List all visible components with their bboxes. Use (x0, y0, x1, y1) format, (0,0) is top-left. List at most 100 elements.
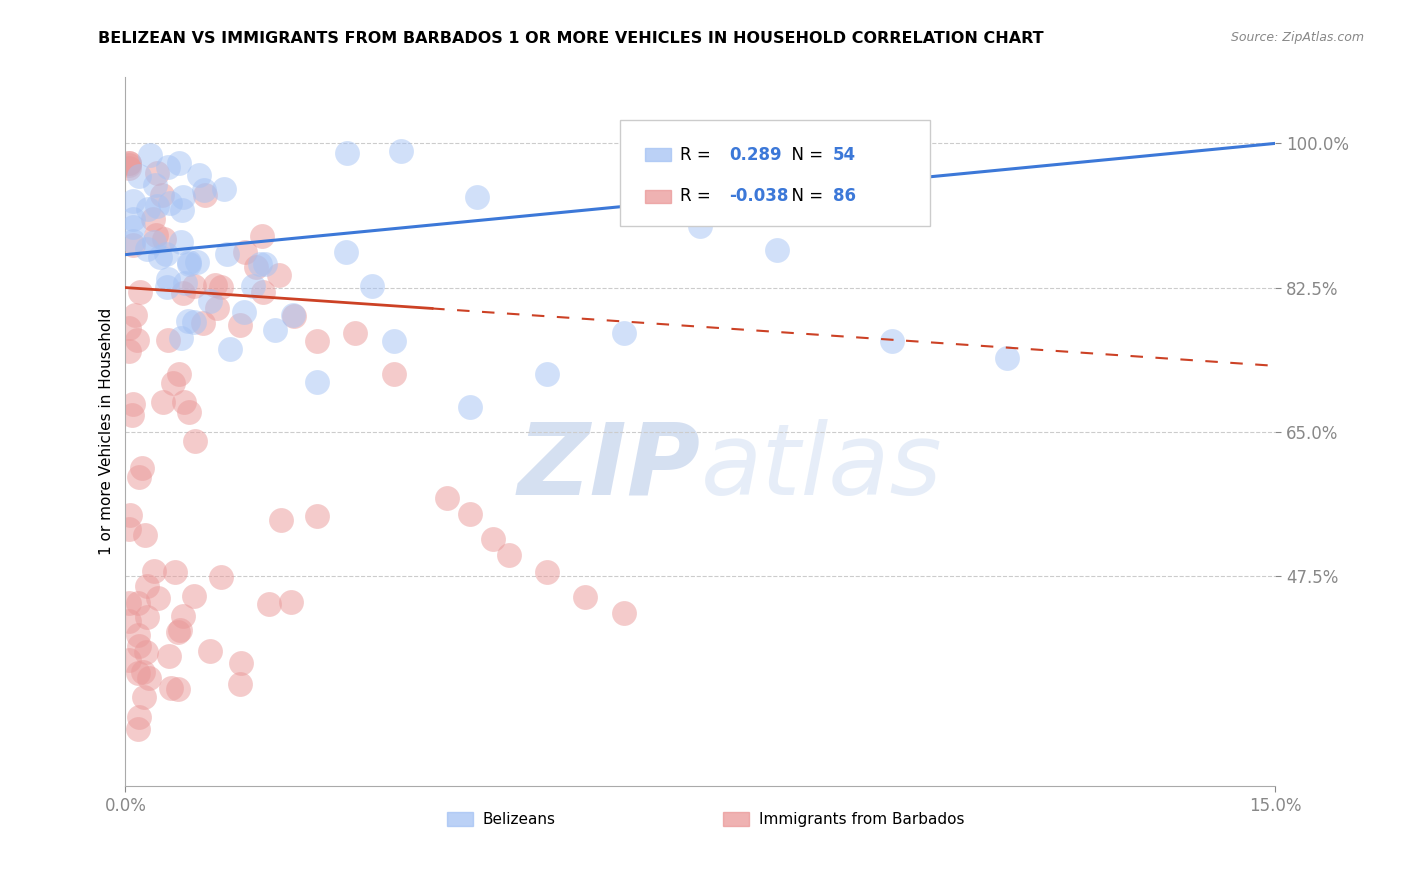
Text: N =: N = (780, 145, 828, 164)
Point (253, 257, 276, 271)
Point (145, 227, 167, 242)
Point (498, 549, 520, 563)
Text: Belizeans: Belizeans (482, 812, 555, 827)
FancyBboxPatch shape (620, 120, 931, 227)
Point (128, 169, 150, 183)
Point (233, 245, 256, 260)
Point (172, 608, 194, 623)
Point (132, 665, 155, 679)
Point (128, 709, 150, 723)
Point (122, 211, 145, 226)
Point (162, 376, 184, 391)
Point (122, 220, 145, 235)
Point (129, 285, 152, 299)
Point (134, 528, 156, 542)
Point (465, 190, 488, 204)
Point (229, 656, 252, 670)
Point (482, 532, 505, 546)
Point (219, 342, 242, 356)
Point (118, 343, 141, 358)
Point (157, 333, 180, 347)
Bar (645, 190, 671, 202)
Text: -0.038: -0.038 (730, 187, 789, 205)
Text: ZIP: ZIP (517, 418, 700, 516)
Point (149, 250, 172, 264)
Point (264, 323, 287, 337)
Point (389, 144, 412, 158)
Point (128, 639, 150, 653)
Point (138, 147, 160, 161)
Point (135, 645, 157, 659)
Point (118, 158, 141, 172)
Point (122, 237, 145, 252)
Point (127, 722, 149, 736)
Point (183, 315, 205, 329)
Point (127, 628, 149, 642)
Point (127, 596, 149, 610)
Point (122, 194, 145, 209)
Point (122, 235, 145, 249)
Point (460, 507, 482, 521)
Point (229, 677, 252, 691)
Point (995, 351, 1018, 365)
Point (136, 202, 159, 216)
Point (880, 334, 903, 348)
Point (132, 690, 155, 704)
Point (242, 278, 264, 293)
Point (360, 278, 382, 293)
Point (176, 314, 198, 328)
Point (198, 643, 221, 657)
Text: Source: ZipAtlas.com: Source: ZipAtlas.com (1230, 31, 1364, 45)
Point (207, 301, 229, 315)
Point (120, 508, 142, 522)
Text: 0.289: 0.289 (730, 145, 782, 164)
Point (118, 522, 141, 536)
Text: Immigrants from Barbados: Immigrants from Barbados (759, 812, 965, 827)
Point (155, 247, 177, 261)
Point (382, 334, 405, 348)
Point (118, 156, 141, 170)
Point (613, 326, 636, 340)
Point (160, 681, 183, 695)
Point (143, 235, 166, 249)
Point (138, 671, 160, 685)
Point (270, 513, 292, 527)
Point (167, 625, 190, 640)
Point (280, 595, 302, 609)
Bar (645, 148, 671, 161)
Point (283, 310, 305, 324)
Point (344, 326, 367, 340)
Point (193, 183, 215, 197)
Point (150, 188, 173, 202)
Point (436, 491, 458, 505)
Text: N =: N = (780, 187, 828, 205)
Point (157, 271, 180, 285)
Point (125, 333, 148, 347)
Point (766, 244, 789, 258)
Point (152, 395, 174, 409)
Point (167, 155, 190, 169)
Point (249, 257, 271, 271)
Point (174, 276, 197, 290)
Point (198, 293, 221, 308)
Y-axis label: 1 or more Vehicles in Household: 1 or more Vehicles in Household (100, 308, 114, 556)
Point (212, 182, 235, 196)
Point (170, 331, 193, 345)
Point (183, 590, 205, 604)
Point (335, 145, 357, 160)
Point (536, 367, 558, 381)
Point (186, 255, 208, 269)
Point (689, 219, 711, 233)
Text: R =: R = (679, 145, 716, 164)
Point (157, 648, 180, 663)
Point (183, 434, 205, 448)
Point (167, 682, 190, 697)
Point (118, 156, 141, 170)
Point (229, 318, 252, 332)
Point (124, 309, 146, 323)
Point (136, 610, 159, 624)
Point (169, 623, 191, 637)
Point (118, 615, 141, 629)
Point (135, 242, 157, 256)
Point (191, 316, 214, 330)
